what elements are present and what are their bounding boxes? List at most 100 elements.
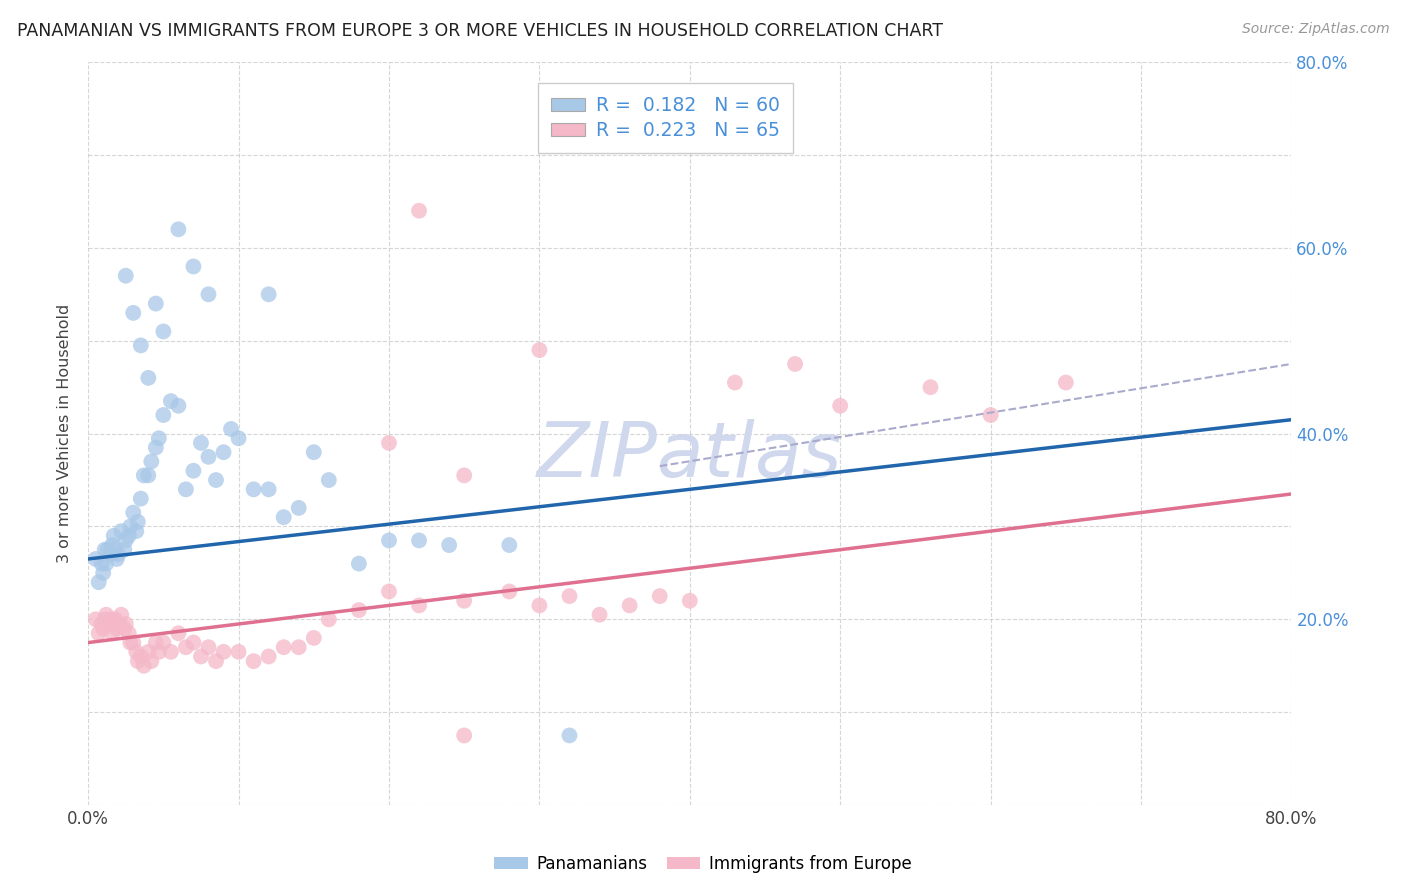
Point	[110, 524, 132, 538]
Point	[378, 533, 401, 548]
Point	[104, 612, 127, 626]
Text: Source: ZipAtlas.com: Source: ZipAtlas.com	[1241, 22, 1389, 37]
Point	[257, 649, 280, 664]
Point	[197, 450, 219, 464]
Point	[129, 338, 152, 352]
Point	[212, 445, 235, 459]
Point	[197, 287, 219, 301]
Point	[830, 399, 852, 413]
Point	[105, 622, 128, 636]
Point	[90, 557, 112, 571]
Point	[529, 343, 551, 357]
Point	[453, 594, 475, 608]
Point	[648, 589, 671, 603]
Point	[273, 510, 295, 524]
Point	[183, 464, 205, 478]
Point	[100, 547, 122, 561]
Point	[141, 454, 163, 468]
Point	[152, 408, 174, 422]
Point	[110, 607, 132, 622]
Point	[408, 533, 430, 548]
Point	[287, 640, 309, 655]
Point	[97, 542, 120, 557]
Point	[228, 645, 250, 659]
Point	[114, 268, 136, 283]
Point	[347, 603, 370, 617]
Point	[103, 617, 125, 632]
Point	[129, 649, 152, 664]
Text: PANAMANIAN VS IMMIGRANTS FROM EUROPE 3 OR MORE VEHICLES IN HOUSEHOLD CORRELATION: PANAMANIAN VS IMMIGRANTS FROM EUROPE 3 O…	[17, 22, 943, 40]
Point	[136, 645, 159, 659]
Point	[453, 468, 475, 483]
Point	[100, 612, 122, 626]
Point	[588, 607, 610, 622]
Point	[125, 645, 148, 659]
Point	[558, 728, 581, 742]
Point	[190, 649, 212, 664]
Legend: Panamanians, Immigrants from Europe: Panamanians, Immigrants from Europe	[488, 848, 918, 880]
Point	[105, 552, 128, 566]
Point	[498, 538, 520, 552]
Point	[127, 515, 149, 529]
Point	[212, 645, 235, 659]
Point	[347, 557, 370, 571]
Point	[785, 357, 807, 371]
Point	[378, 584, 401, 599]
Point	[101, 626, 124, 640]
Point	[112, 542, 135, 557]
Point	[93, 612, 115, 626]
Point	[318, 473, 340, 487]
Point	[174, 483, 197, 497]
Point	[273, 640, 295, 655]
Point	[84, 612, 107, 626]
Point	[122, 635, 145, 649]
Point	[129, 491, 152, 506]
Point	[87, 626, 110, 640]
Point	[437, 538, 460, 552]
Point	[120, 519, 142, 533]
Point	[114, 533, 136, 548]
Point	[97, 617, 120, 632]
Point	[152, 635, 174, 649]
Point	[1054, 376, 1077, 390]
Point	[190, 436, 212, 450]
Point	[160, 645, 183, 659]
Point	[619, 599, 641, 613]
Point	[118, 626, 141, 640]
Point	[136, 468, 159, 483]
Point	[107, 547, 129, 561]
Point	[132, 468, 155, 483]
Point	[101, 538, 124, 552]
Point	[114, 617, 136, 632]
Point	[93, 542, 115, 557]
Point	[167, 222, 190, 236]
Point	[257, 483, 280, 497]
Point	[302, 445, 325, 459]
Point	[91, 622, 114, 636]
Point	[679, 594, 702, 608]
Point	[408, 203, 430, 218]
Point	[724, 376, 747, 390]
Point	[408, 599, 430, 613]
Point	[160, 394, 183, 409]
Point	[87, 575, 110, 590]
Point	[529, 599, 551, 613]
Point	[148, 431, 170, 445]
Point	[197, 640, 219, 655]
Point	[980, 408, 1002, 422]
Point	[84, 552, 107, 566]
Point	[145, 296, 167, 310]
Point	[127, 654, 149, 668]
Legend: R =  0.182   N = 60, R =  0.223   N = 65: R = 0.182 N = 60, R = 0.223 N = 65	[538, 83, 793, 153]
Point	[122, 306, 145, 320]
Point	[112, 622, 135, 636]
Point	[90, 617, 112, 632]
Point	[148, 645, 170, 659]
Point	[228, 431, 250, 445]
Point	[132, 658, 155, 673]
Point	[141, 654, 163, 668]
Point	[122, 506, 145, 520]
Point	[453, 728, 475, 742]
Point	[378, 436, 401, 450]
Point	[145, 635, 167, 649]
